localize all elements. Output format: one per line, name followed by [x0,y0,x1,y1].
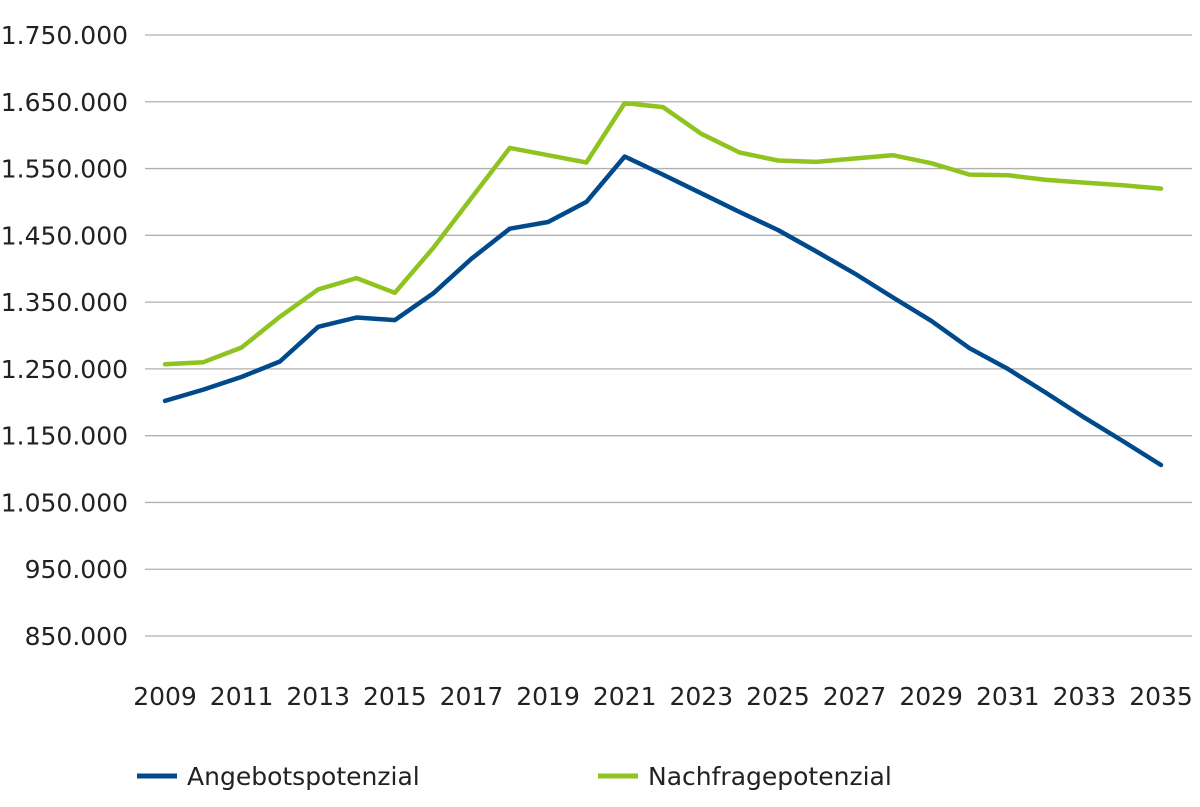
y-tick-label: 950.000 [25,555,128,584]
y-tick-label: 1.450.000 [1,221,128,250]
legend: Angebotspotenzial Nachfragepotenzial [137,762,892,791]
x-tick-label: 2015 [363,682,427,711]
x-tick-label: 2033 [1053,682,1117,711]
y-tick-label: 1.250.000 [1,355,128,384]
x-tick-label: 2035 [1129,682,1193,711]
y-tick-label: 1.150.000 [1,422,128,451]
gridlines [145,34,1192,637]
y-axis-tick-labels: 850.000 950.000 1.050.000 1.150.000 1.250.00… [1,21,128,651]
x-tick-label: 2023 [669,682,733,711]
legend-label: Nachfragepotenzial [648,762,892,791]
y-tick-label: 1.650.000 [1,88,128,117]
legend-label: Angebotspotenzial [187,762,420,791]
series-line-1 [162,154,1164,468]
y-tick-label: 1.350.000 [1,288,128,317]
x-tick-label: 2009 [133,682,197,711]
x-tick-label: 2025 [746,682,810,711]
x-tick-label: 2013 [286,682,350,711]
x-tick-label: 2027 [823,682,887,711]
x-tick-label: 2021 [593,682,657,711]
y-tick-label: 1.550.000 [1,155,128,184]
y-tick-label: 1.050.000 [1,488,128,517]
x-axis-tick-labels: 2009 2011 2013 2015 2017 2019 2021 2023 2025 2027… [133,682,1193,711]
x-tick-label: 2029 [899,682,963,711]
x-tick-label: 2017 [440,682,504,711]
y-tick-label: 1.750.000 [1,21,128,50]
x-tick-label: 2031 [976,682,1040,711]
series-line-2 [162,100,1164,367]
x-tick-label: 2011 [210,682,274,711]
x-tick-label: 2019 [516,682,580,711]
series-lines [162,100,1164,468]
y-tick-label: 850.000 [25,622,128,651]
